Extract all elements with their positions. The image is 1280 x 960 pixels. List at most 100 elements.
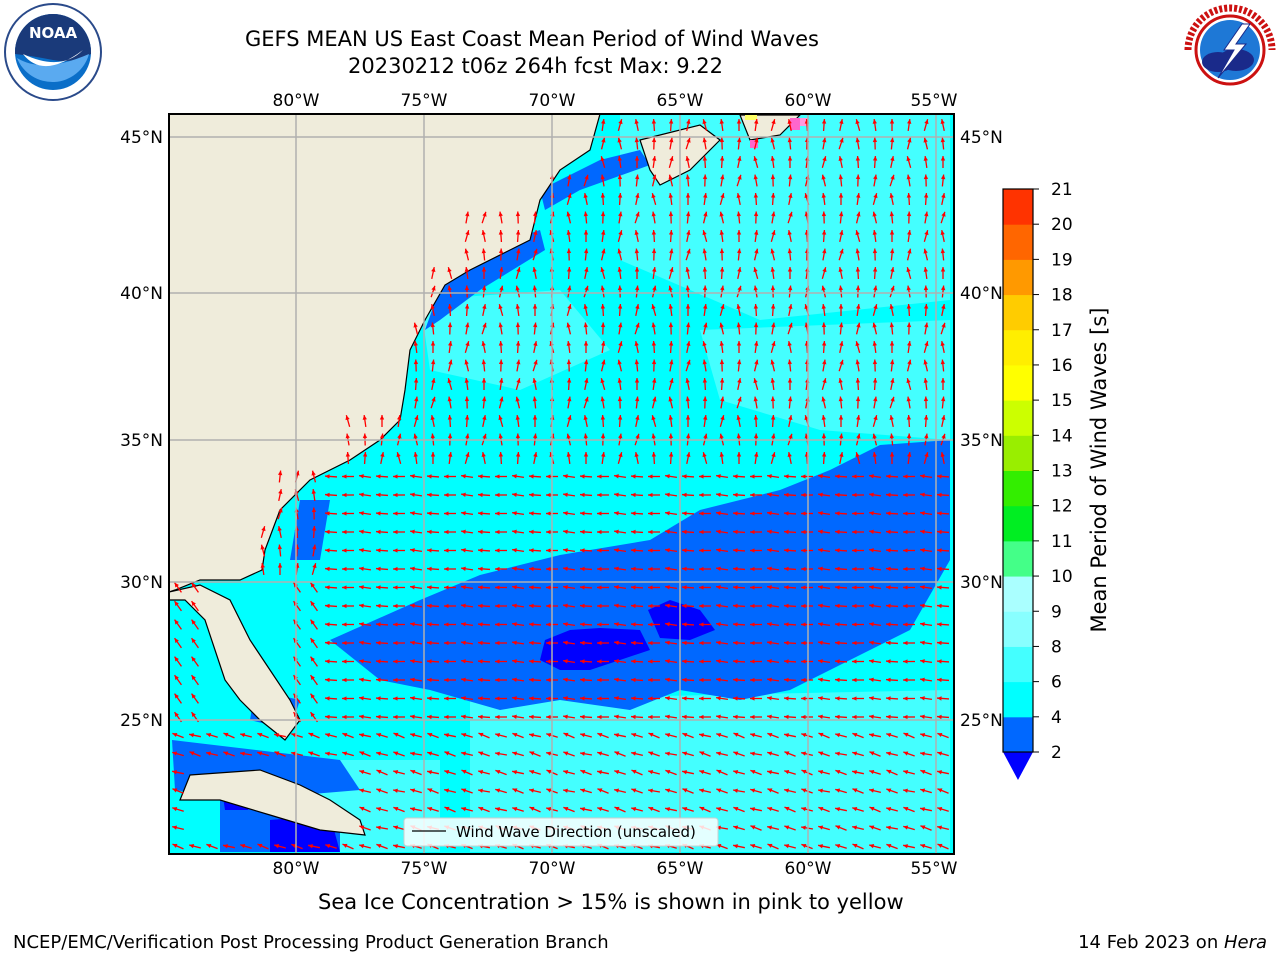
wave-direction-arrow: [906, 414, 912, 428]
wave-direction-arrow: [885, 511, 899, 516]
wave-direction-arrow: [821, 378, 827, 390]
wave-direction-arrow: [716, 807, 728, 812]
wave-direction-arrow: [567, 396, 572, 409]
wave-direction-arrow: [312, 544, 317, 557]
wave-direction-arrow: [358, 677, 372, 682]
wave-direction-arrow: [716, 769, 728, 776]
wave-direction-arrow: [732, 714, 746, 720]
wave-direction-arrow: [393, 529, 405, 535]
wave-direction-arrow: [630, 622, 644, 627]
wave-direction-arrow: [668, 378, 674, 390]
wave-direction-arrow: [447, 359, 453, 372]
wave-direction-arrow: [426, 714, 440, 720]
wave-direction-arrow: [324, 659, 338, 664]
wave-direction-arrow: [342, 751, 354, 757]
wave-direction-arrow: [511, 659, 525, 664]
wave-direction-arrow: [868, 511, 882, 516]
wave-direction-arrow: [359, 769, 371, 775]
wave-direction-arrow: [736, 452, 742, 464]
wave-direction-arrow: [206, 732, 218, 738]
wave-direction-arrow: [648, 622, 660, 627]
wave-direction-arrow: [936, 659, 950, 664]
wave-direction-arrow: [630, 529, 644, 535]
wave-direction-arrow: [172, 788, 184, 794]
wave-direction-arrow: [868, 659, 882, 664]
wave-direction-arrow: [430, 341, 436, 353]
wave-direction-arrow: [617, 119, 623, 131]
wave-direction-arrow: [886, 843, 898, 850]
svg-text:NOAA: NOAA: [29, 24, 78, 42]
wave-direction-arrow: [817, 585, 831, 590]
wave-direction-arrow: [715, 677, 729, 682]
wave-direction-arrow: [753, 174, 758, 187]
wave-direction-arrow: [482, 303, 487, 317]
wave-direction-arrow: [906, 396, 911, 409]
wave-direction-arrow: [532, 396, 538, 409]
wave-direction-arrow: [460, 548, 474, 553]
wave-direction-arrow: [651, 304, 657, 316]
wave-direction-arrow: [566, 340, 571, 354]
colorbar-box: [1003, 259, 1033, 296]
wave-direction-arrow: [834, 529, 848, 535]
footer-host: Hera: [1223, 932, 1267, 953]
wave-direction-arrow: [426, 696, 440, 701]
wave-direction-arrow: [869, 751, 881, 757]
wave-direction-arrow: [311, 507, 317, 520]
wave-direction-arrow: [652, 266, 657, 280]
wave-direction-arrow: [753, 378, 759, 390]
wave-direction-arrow: [566, 193, 572, 205]
wave-direction-arrow: [634, 229, 639, 243]
wave-direction-arrow: [872, 377, 878, 391]
wave-direction-arrow: [702, 452, 708, 464]
wave-direction-arrow: [358, 585, 372, 590]
wave-direction-arrow: [515, 378, 521, 390]
wave-direction-arrow: [563, 770, 575, 775]
wave-direction-arrow: [511, 770, 525, 775]
wave-direction-arrow: [872, 118, 877, 132]
wave-direction-arrow: [308, 732, 320, 739]
wave-direction-arrow: [753, 156, 759, 168]
wave-direction-arrow: [919, 807, 933, 812]
wave-direction-arrow: [447, 396, 452, 409]
wave-direction-arrow: [562, 585, 576, 590]
wave-direction-arrow: [342, 511, 354, 516]
wave-direction-arrow: [174, 674, 182, 686]
wave-direction-arrow: [477, 788, 491, 793]
wave-direction-arrow: [872, 155, 878, 169]
wave-direction-arrow: [409, 529, 423, 534]
wave-direction-arrow: [495, 474, 507, 479]
wave-direction-arrow: [838, 415, 844, 427]
wave-direction-arrow: [716, 751, 728, 756]
wave-direction-arrow: [635, 192, 640, 206]
wave-direction-arrow: [376, 732, 388, 738]
wave-direction-arrow: [852, 843, 864, 850]
wave-direction-arrow: [342, 640, 354, 646]
wave-direction-arrow: [736, 211, 742, 224]
wave-direction-arrow: [430, 285, 436, 298]
wave-direction-arrow: [310, 582, 318, 593]
wave-direction-arrow: [481, 285, 487, 298]
wave-direction-arrow: [821, 267, 827, 279]
colorbar-box: [1003, 576, 1033, 612]
wave-direction-arrow: [732, 659, 746, 664]
wave-direction-arrow: [634, 340, 639, 354]
wave-direction-arrow: [890, 377, 895, 391]
wave-direction-arrow: [511, 529, 525, 534]
wave-direction-arrow: [499, 266, 504, 280]
wave-direction-arrow: [324, 511, 338, 516]
wave-direction-arrow: [716, 732, 728, 738]
wave-direction-arrow: [821, 303, 826, 317]
wave-direction-arrow: [784, 788, 796, 793]
wave-direction-arrow: [478, 732, 490, 739]
wave-direction-arrow: [601, 340, 606, 354]
wave-direction-arrow: [766, 696, 780, 701]
wave-direction-arrow: [766, 474, 780, 479]
wave-direction-arrow: [770, 414, 776, 428]
wave-direction-arrow: [583, 248, 589, 261]
wave-direction-arrow: [631, 788, 643, 794]
wave-direction-arrow: [855, 230, 861, 242]
wave-direction-arrow: [715, 696, 729, 701]
lon-label: 80°W: [273, 859, 320, 879]
wave-direction-arrow: [903, 806, 915, 813]
wave-direction-arrow: [528, 696, 542, 701]
